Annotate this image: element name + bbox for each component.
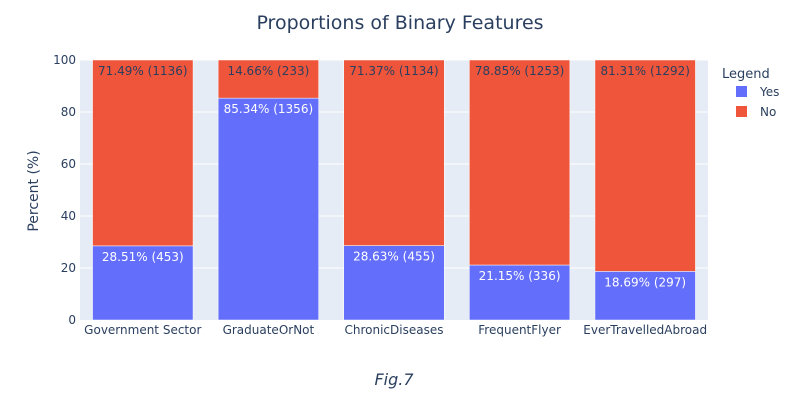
bar-no-0 (92, 59, 194, 247)
legend-swatch-no (736, 106, 747, 117)
bar-yes-3 (469, 264, 571, 321)
x-tick-label-0: Government Sector (84, 323, 201, 337)
bar-no-2 (343, 59, 445, 246)
legend-swatch-yes (736, 86, 747, 97)
legend: Legend Yes No (722, 67, 779, 119)
x-axis-ticks: Government Sector GraduateOrNot ChronicDis… (84, 323, 707, 337)
bar-no-4 (594, 59, 696, 272)
x-tick-label-3: FrequentFlyer (478, 323, 561, 337)
y-axis-ticks: 0 20 40 60 80 100 (53, 53, 76, 327)
y-tick-label-60: 60 (61, 157, 76, 171)
bar-yes-2 (343, 245, 445, 321)
bar-label-no-3: 78.85% (1253) (475, 64, 564, 78)
x-tick-label-2: ChronicDiseases (345, 323, 444, 337)
bar-yes-0 (92, 245, 194, 321)
y-tick-label-20: 20 (61, 261, 76, 275)
y-tick-label-0: 0 (68, 313, 76, 327)
y-tick-label-40: 40 (61, 209, 76, 223)
bar-yes-4 (594, 271, 696, 321)
bar-yes-1 (217, 97, 319, 321)
x-tick-label-4: EverTravelledAbroad (583, 323, 707, 337)
bar-label-no-0: 71.49% (1136) (98, 64, 187, 78)
bar-label-no-4: 81.31% (1292) (600, 64, 689, 78)
legend-title: Legend (722, 67, 770, 82)
bar-label-yes-0: 28.51% (453) (102, 250, 184, 264)
bar-label-no-2: 71.37% (1134) (349, 64, 438, 78)
bar-label-no-1: 14.66% (233) (227, 64, 309, 78)
chart-title: Proportions of Binary Features (256, 12, 543, 34)
figure-caption: Fig.7 (374, 370, 414, 389)
bars: 28.51% (453) 71.49% (1136) 85.34% (1356) 14… (92, 59, 696, 321)
y-tick-label-80: 80 (61, 105, 76, 119)
legend-label-yes: Yes (759, 85, 779, 99)
bar-label-yes-2: 28.63% (455) (353, 250, 435, 264)
x-tick-label-1: GraduateOrNot (223, 323, 315, 337)
y-axis-title: Percent (%) (26, 150, 42, 231)
bar-label-yes-3: 21.15% (336) (479, 269, 561, 283)
bar-label-yes-1: 85.34% (1356) (224, 102, 313, 116)
bar-label-yes-4: 18.69% (297) (604, 275, 686, 289)
legend-label-no: No (760, 105, 776, 119)
y-tick-label-100: 100 (53, 53, 76, 67)
bar-no-1 (217, 59, 319, 99)
bar-no-3 (469, 59, 571, 266)
